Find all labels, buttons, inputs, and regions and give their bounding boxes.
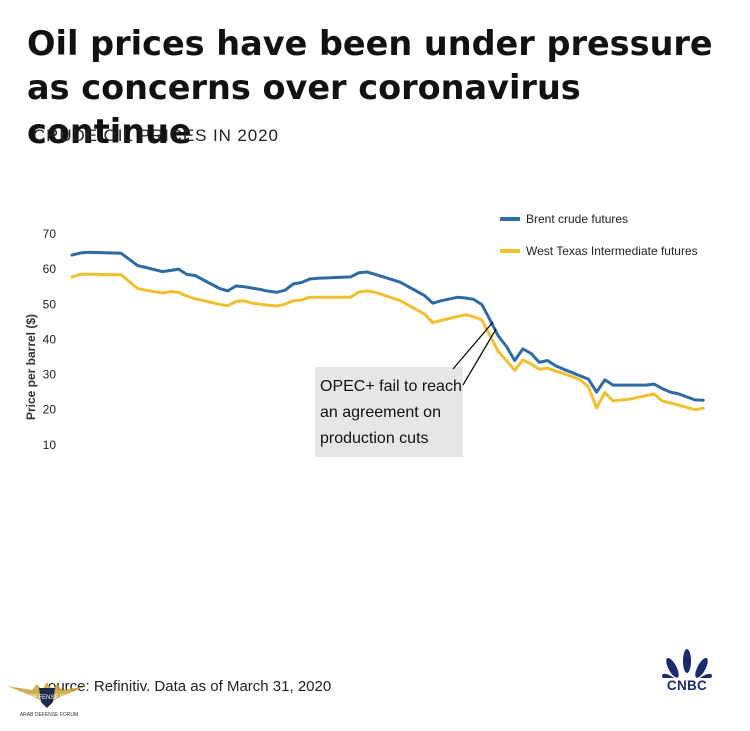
legend-label: Brent crude futures xyxy=(526,212,628,226)
y-tick-label: 20 xyxy=(43,403,57,417)
cnbc-wordmark: CNBC xyxy=(666,678,708,693)
y-tick-label: 40 xyxy=(43,332,57,346)
y-tick-label: 30 xyxy=(43,368,57,382)
annotation-leader-line xyxy=(452,321,494,370)
chart-axes: 01020304050607015-Jan21-Jan27-Jan2-Feb8-… xyxy=(24,227,57,475)
watermark-text: ARAB DEFENSE FORUM xyxy=(19,712,79,718)
y-tick-label: 50 xyxy=(43,297,57,311)
y-tick-label: 70 xyxy=(43,227,57,241)
headline: Oil prices have been under pressure as c… xyxy=(27,24,713,151)
annotation-box xyxy=(315,367,463,457)
chart-legend: Brent crude futures West Texas Intermedia… xyxy=(500,212,698,258)
chart-series xyxy=(70,250,705,412)
annotation-text: an agreement on xyxy=(320,404,441,421)
oil-price-chart: 01020304050607015-Jan21-Jan27-Jan2-Feb8-… xyxy=(24,212,705,475)
y-tick-label: 60 xyxy=(43,262,57,276)
annotation-callout: OPEC+ fail to reach an agreement on produc… xyxy=(315,321,497,457)
y-axis-label: Price per barrel ($) xyxy=(24,314,38,420)
brent-series-line xyxy=(70,250,705,402)
annotation-text: production cuts xyxy=(320,430,429,447)
source-note: ource: Refinitiv. Data as of March 31, 2… xyxy=(48,678,332,695)
watermark-emblem-icon: ARAB DEFENSE FORUM xyxy=(7,682,87,708)
watermark-emblem-text: ARAB DEFENSE FORUM xyxy=(12,695,82,701)
chart-subtitle: CRUDE OIL PRICES IN 2020 xyxy=(33,126,279,145)
legend-label: West Texas Intermediate futures xyxy=(526,244,698,258)
cnbc-peacock-icon xyxy=(662,649,712,678)
y-tick-label: 0 xyxy=(49,473,56,475)
annotation-leader-line xyxy=(462,328,497,386)
wti-series-line xyxy=(70,272,705,412)
annotation-text: OPEC+ fail to reach xyxy=(320,378,462,395)
y-tick-label: 10 xyxy=(43,438,57,452)
